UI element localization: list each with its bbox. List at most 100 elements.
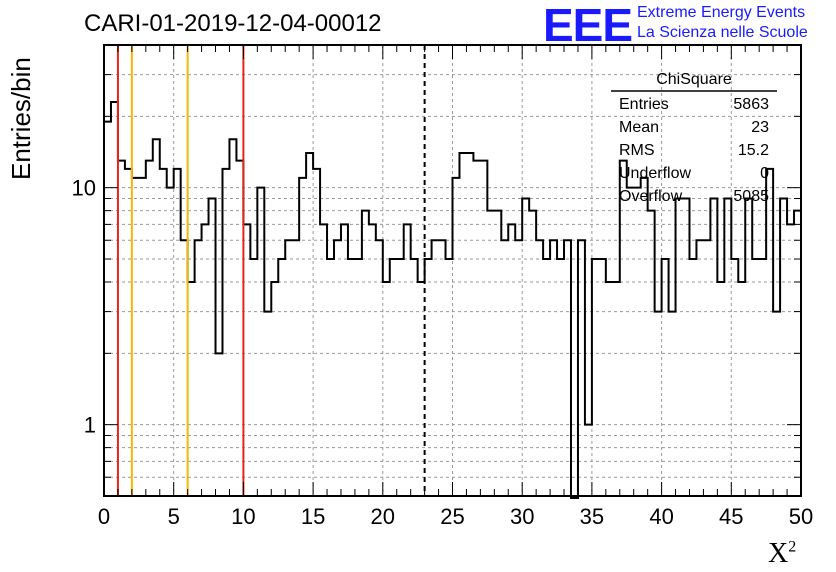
histogram-bin [780, 199, 787, 496]
x-tick-label: 25 [440, 504, 464, 529]
histogram-bin [766, 169, 773, 496]
x-axis-label: X2 [768, 538, 797, 569]
histogram-bin [111, 102, 118, 496]
x-tick-label: 10 [231, 504, 255, 529]
histogram-bin [432, 240, 439, 496]
histogram-bin [355, 259, 362, 496]
histogram-bin [390, 259, 397, 496]
histogram-outline [104, 100, 802, 499]
eee-logo: EEE [543, 0, 633, 51]
histogram-bin [578, 240, 585, 496]
histogram-bin [397, 259, 404, 496]
histogram-series [104, 100, 802, 499]
histogram-bin [278, 259, 285, 496]
logo-subtitle-line-1: Extreme Energy Events [637, 4, 806, 21]
histogram-bin [125, 169, 132, 496]
histogram-bin [550, 240, 557, 496]
histogram-bin [348, 259, 355, 496]
histogram-bin [160, 169, 167, 496]
histogram-bin [731, 259, 738, 496]
histogram-bin [195, 240, 202, 496]
histogram-bin [759, 259, 766, 496]
stats-value-overflow: 5085 [733, 188, 769, 205]
histogram-bin [543, 259, 550, 496]
x-tick-label: 30 [510, 504, 534, 529]
histogram-bin [683, 199, 690, 496]
histogram-bin [383, 282, 390, 496]
histogram-bin [648, 211, 655, 496]
histogram-bin [264, 312, 271, 496]
histogram-bin [529, 211, 536, 496]
logo-subtitle-line-2: La Scienza nelle Scuole [637, 24, 808, 41]
histogram-bin [132, 178, 139, 496]
histogram-bin [146, 161, 153, 496]
histogram-bin [292, 240, 299, 496]
histogram-bin [104, 122, 111, 496]
histogram-bin [745, 199, 752, 496]
stats-label-underflow: Underflow [619, 165, 691, 182]
histogram-bin [703, 240, 710, 496]
histogram-bin [153, 139, 160, 496]
histogram-bin [425, 259, 432, 496]
histogram-bin [634, 188, 641, 496]
histogram-bin [717, 282, 724, 496]
stats-box: ChiSquare Entries 5863 Mean 23 RMS 15.2 … [611, 71, 777, 205]
histogram-bin [787, 224, 794, 496]
stats-value-underflow: 0 [760, 165, 769, 182]
histogram-bin [752, 259, 759, 496]
histogram-bin [139, 178, 146, 496]
histogram-bin [501, 240, 508, 496]
histogram-bin [564, 240, 571, 496]
histogram-bin [446, 259, 453, 496]
histogram-bin [627, 188, 634, 496]
histogram-bin [229, 139, 236, 496]
stats-label-mean: Mean [619, 119, 659, 136]
histogram-bin [669, 312, 676, 496]
histogram-bin [606, 282, 613, 496]
histogram-bin [585, 425, 592, 496]
histogram-bin [243, 224, 250, 496]
histogram-bin [209, 199, 216, 496]
histogram-bin [271, 282, 278, 496]
histogram-bin [118, 161, 125, 496]
x-tick-label: 35 [580, 504, 604, 529]
histogram-bin [508, 224, 515, 496]
x-tick-label: 45 [719, 504, 743, 529]
stats-label-entries: Entries [619, 96, 669, 113]
histogram-bin [313, 169, 320, 496]
x-tick-label: 5 [168, 504, 180, 529]
stats-label-rms: RMS [619, 142, 655, 159]
x-tick-label: 50 [789, 504, 813, 529]
histogram-bin [216, 353, 223, 496]
histogram-bin [473, 161, 480, 496]
histogram-bin [662, 259, 669, 496]
histogram-bin [222, 169, 229, 496]
histogram-bin [341, 224, 348, 496]
histogram-bin [404, 224, 411, 496]
histogram-bin [236, 161, 243, 496]
histogram-bin [696, 240, 703, 496]
histogram-bin [334, 240, 341, 496]
histogram-bin [536, 240, 543, 496]
histogram-bin [202, 224, 209, 496]
histogram-bin [418, 282, 425, 496]
histogram-bin [320, 224, 327, 496]
histogram-bin [641, 178, 648, 496]
histogram-bin [466, 153, 473, 496]
histogram-bin [773, 312, 780, 496]
x-tick-label: 40 [649, 504, 673, 529]
histogram-bin [459, 153, 466, 496]
histogram-bin [592, 259, 599, 496]
axes: 0 5 10 15 20 25 30 35 40 45 50 1 10 [72, 44, 813, 529]
histogram-bin [327, 259, 334, 496]
histogram-bin [599, 259, 606, 496]
histogram-bin [655, 312, 662, 496]
histogram-bin [167, 188, 174, 496]
histogram-bin [369, 224, 376, 496]
histogram-bin [188, 282, 195, 496]
histogram-bin [181, 240, 188, 496]
x-tick-label: 0 [98, 504, 110, 529]
x-tick-label: 15 [301, 504, 325, 529]
histogram-bin [724, 199, 731, 496]
